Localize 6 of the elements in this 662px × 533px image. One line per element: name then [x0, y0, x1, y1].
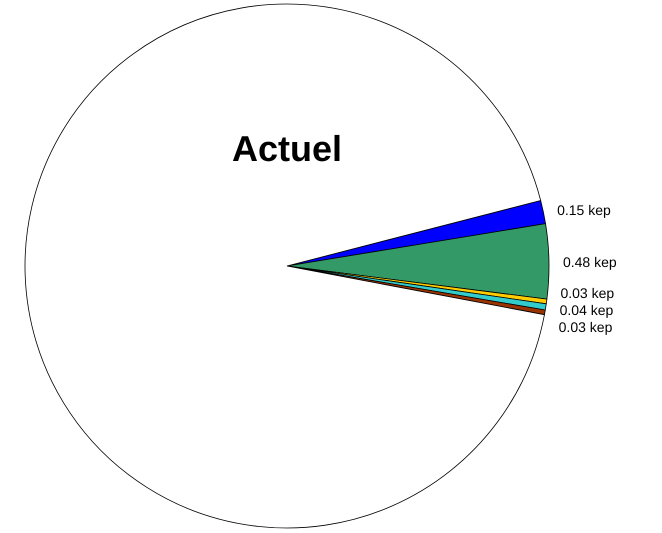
text: Actuel: [232, 128, 342, 169]
data-label: 0.04 kep: [560, 302, 614, 318]
data-label: 0.03 kep: [558, 319, 613, 336]
data-label: 0.15 kep: [557, 202, 611, 218]
data-label: 0.48 kep: [562, 254, 617, 270]
data-label: 0.03 kep: [560, 285, 614, 302]
